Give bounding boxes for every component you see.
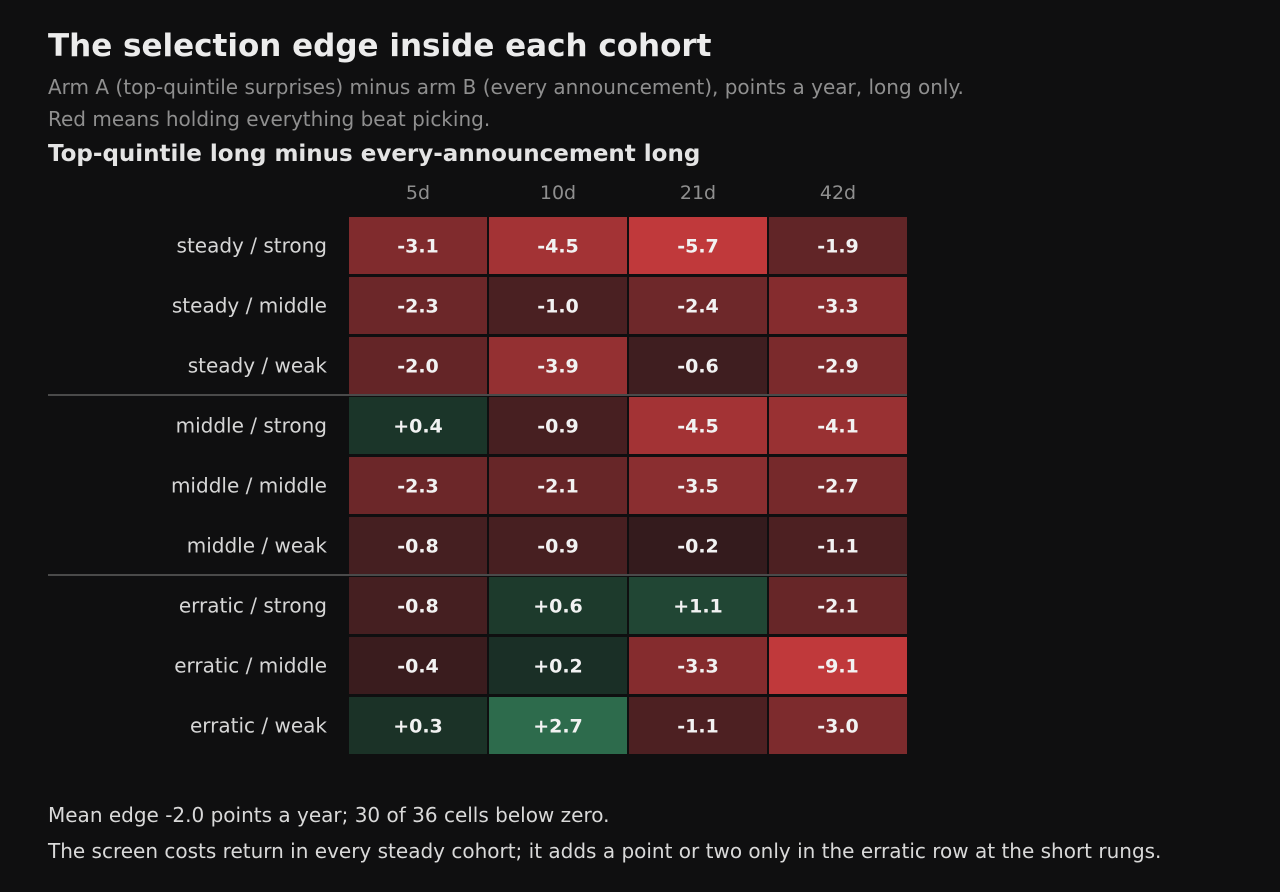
cell-value-label: -0.9 [537,416,579,438]
row-label: erratic / weak [190,714,327,738]
cell-value-label: -2.4 [677,296,719,318]
heatmap-cell [629,217,767,274]
row-label: middle / strong [176,414,327,438]
row-label: steady / strong [177,234,327,258]
heatmap-cell [349,337,487,394]
heatmap-cell [489,217,627,274]
row-label: steady / weak [188,354,328,378]
heatmap-cell [489,277,627,334]
column-label-21d: 21d [680,182,716,204]
heatmap-cell [769,517,907,574]
heatmap-cell [349,577,487,634]
chart-title: The selection edge inside each cohort [48,28,712,64]
cell-value-label: -2.1 [817,596,859,618]
heatmap-cell [769,697,907,754]
cell-value-label: +1.1 [673,596,723,618]
summary-line-2: The screen costs return in every steady … [48,839,1162,863]
cell-value-label: +0.2 [533,656,583,678]
cell-value-label: -1.1 [817,536,859,558]
cell-value-label: -1.0 [537,296,579,318]
cell-value-label: -2.3 [397,476,439,498]
cell-value-label: +0.6 [533,596,583,618]
heatmap-cell [629,457,767,514]
cell-value-label: -0.8 [397,596,439,618]
heatmap-cell [769,397,907,454]
heatmap-cell [629,517,767,574]
heatmap-cell [629,337,767,394]
row-label: middle / middle [171,474,327,498]
cell-value-label: +0.3 [393,716,443,738]
cell-value-label: -1.9 [817,236,859,258]
heatmap-cell [349,217,487,274]
heatmap-panel-title: Top-quintile long minus every-announceme… [48,141,701,167]
heatmap-cell [489,637,627,694]
heatmap-cell [349,637,487,694]
chart-subtitle-line-2: Red means holding everything beat pickin… [48,107,491,131]
chart-subtitle-line-1: Arm A (top-quintile surprises) minus arm… [48,75,964,99]
heatmap-cell [349,457,487,514]
heatmap-cell [349,517,487,574]
heatmap-cell [489,517,627,574]
cell-value-label: -0.2 [677,536,719,558]
cell-value-label: -5.7 [677,236,719,258]
heatmap-cell [769,577,907,634]
heatmap-cell [349,277,487,334]
column-label-10d: 10d [540,182,576,204]
heatmap-cell [489,577,627,634]
cell-value-label: -3.0 [817,716,859,738]
cell-value-label: -2.3 [397,296,439,318]
heatmap-cell [349,397,487,454]
cell-value-label: -4.1 [817,416,859,438]
heatmap-cell [769,217,907,274]
cell-value-label: -4.5 [677,416,719,438]
summary-line-1: Mean edge -2.0 points a year; 30 of 36 c… [48,803,610,827]
cell-value-label: +2.7 [533,716,583,738]
heatmap-cell [629,637,767,694]
heatmap-cell [489,337,627,394]
cell-value-label: -4.5 [537,236,579,258]
heatmap-cell [489,397,627,454]
cell-value-label: -2.7 [817,476,859,498]
cell-value-label: -2.0 [397,356,439,378]
cell-value-label: -2.1 [537,476,579,498]
cell-value-label: -3.9 [537,356,579,378]
row-label: erratic / middle [174,654,327,678]
cell-value-label: -3.1 [397,236,439,258]
heatmap-cell [629,277,767,334]
heatmap-cell [629,697,767,754]
cell-value-label: -3.3 [817,296,859,318]
column-label-5d: 5d [406,182,430,204]
heatmap-cell [769,457,907,514]
cell-value-label: -0.8 [397,536,439,558]
heatmap-cell [769,337,907,394]
cell-value-label: -1.1 [677,716,719,738]
cell-value-label: -0.9 [537,536,579,558]
row-label: steady / middle [172,294,327,318]
cell-value-label: -9.1 [817,656,859,678]
heatmap-cell [489,457,627,514]
heatmap-cell [349,697,487,754]
cell-value-label: +0.4 [393,416,443,438]
heatmap-cell [769,277,907,334]
heatmap-cell [769,637,907,694]
column-label-42d: 42d [820,182,856,204]
heatmap-cell [629,577,767,634]
cell-value-label: -3.5 [677,476,719,498]
row-label: erratic / strong [179,594,327,618]
cell-value-label: -0.6 [677,356,719,378]
cell-value-label: -0.4 [397,656,439,678]
heatmap-cell [629,397,767,454]
heatmap-cell [489,697,627,754]
row-label: middle / weak [187,534,328,558]
cell-value-label: -2.9 [817,356,859,378]
cell-value-label: -3.3 [677,656,719,678]
